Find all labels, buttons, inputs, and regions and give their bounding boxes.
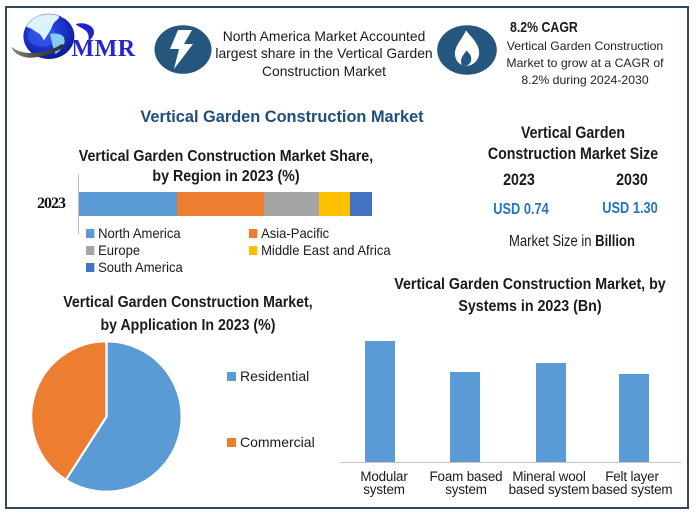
svg-text:MMR: MMR [72,36,136,62]
